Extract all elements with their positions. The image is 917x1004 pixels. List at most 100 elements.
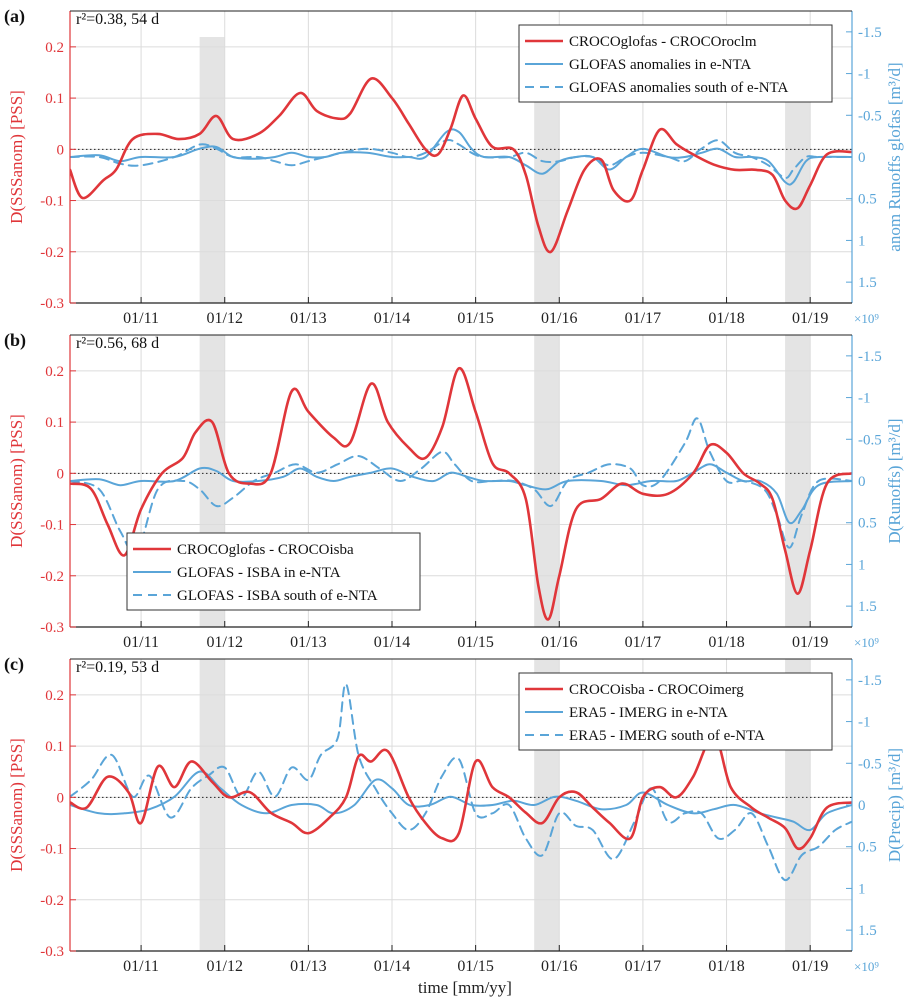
shaded-period bbox=[199, 659, 225, 951]
x-tick-label: 01/13 bbox=[290, 310, 326, 327]
legend-label: CROCOglofas - CROCOisba bbox=[177, 542, 354, 558]
y-tick-label-right: -0.5 bbox=[858, 432, 882, 448]
exponent-label: ×10⁹ bbox=[854, 635, 879, 650]
series-line bbox=[70, 463, 852, 525]
series-group bbox=[70, 366, 852, 621]
x-tick-label: 01/15 bbox=[457, 310, 493, 327]
exponent-label: ×10⁹ bbox=[854, 311, 879, 326]
y-tick-label-left: 0 bbox=[57, 466, 65, 482]
x-tick-label: 01/11 bbox=[123, 310, 159, 327]
legend-label: GLOFAS - ISBA in e-NTA bbox=[177, 565, 341, 581]
y-tick-label-right: -1.5 bbox=[858, 25, 882, 41]
stats-label: r²=0.19, 53 d bbox=[76, 659, 159, 676]
x-tick-label: 01/19 bbox=[792, 958, 828, 975]
stats-label: r²=0.38, 54 d bbox=[76, 11, 159, 28]
panel-label: (c) bbox=[4, 654, 24, 675]
y-tick-label-left: -0.1 bbox=[40, 194, 64, 210]
y-tick-label-left: -0.1 bbox=[40, 842, 64, 858]
y-tick-label-right: -1.5 bbox=[858, 349, 882, 365]
y-tick-label-left: -0.3 bbox=[40, 944, 64, 960]
x-tick-label: 01/17 bbox=[625, 310, 661, 327]
y-tick-label-right: 1.5 bbox=[858, 923, 877, 939]
legend-label: ERA5 - IMERG south of e-NTA bbox=[569, 728, 765, 744]
panel-c: 0.2 0.1 0 -0.1 -0.2 -0.3 -1.5 -1 -0.5 0 0.5 1 1.5 01/… bbox=[4, 654, 904, 975]
legend-label: GLOFAS - ISBA south of e-NTA bbox=[177, 588, 378, 604]
y-axis-label-left: D(SSSanom) [PSS] bbox=[7, 414, 26, 548]
y-tick-label-right: 1 bbox=[858, 233, 866, 249]
panel-a: 0.2 0.1 0 -0.1 -0.2 -0.3 -1.5 -1 -0.5 0 0.5 1 1.5 01/… bbox=[4, 6, 904, 327]
y-tick-label-left: 0.1 bbox=[45, 415, 64, 431]
x-tick-label: 01/13 bbox=[290, 634, 326, 651]
panel-b: 0.2 0.1 0 -0.1 -0.2 -0.3 -1.5 -1 -0.5 0 0.5 1 1.5 01/… bbox=[4, 330, 904, 651]
x-axis-label: time [mm/yy] bbox=[418, 978, 512, 997]
panel-label: (a) bbox=[4, 6, 25, 27]
legend-box bbox=[518, 672, 833, 751]
y-tick-label-left: 0.2 bbox=[45, 688, 64, 704]
y-tick-label-left: -0.3 bbox=[40, 296, 64, 312]
y-tick-label-left: 0 bbox=[57, 142, 65, 158]
legend-box bbox=[518, 24, 833, 103]
x-tick-label: 01/14 bbox=[374, 634, 410, 651]
series-line bbox=[70, 734, 852, 851]
x-tick-label: 01/11 bbox=[123, 634, 159, 651]
legend: CROCOglofas - CROCOisba GLOFAS - ISBA in … bbox=[126, 532, 421, 611]
y-tick-label-right: 0 bbox=[858, 150, 866, 166]
y-tick-label-right: 1.5 bbox=[858, 275, 877, 291]
legend-label: GLOFAS anomalies in e-NTA bbox=[569, 57, 751, 73]
y-tick-label-left: 0.2 bbox=[45, 40, 64, 56]
x-tick-label: 01/16 bbox=[541, 958, 577, 975]
y-tick-label-left: -0.1 bbox=[40, 518, 64, 534]
x-tick-label: 01/12 bbox=[207, 310, 243, 327]
shaded-period bbox=[199, 37, 225, 303]
y-tick-label-left: 0.1 bbox=[45, 91, 64, 107]
y-tick-label-left: -0.2 bbox=[40, 245, 64, 261]
x-tick-label: 01/15 bbox=[457, 958, 493, 975]
exponent-label: ×10⁹ bbox=[854, 959, 879, 974]
y-tick-label-right: 1 bbox=[858, 881, 866, 897]
series-line bbox=[70, 138, 852, 179]
y-tick-label-left: 0.2 bbox=[45, 364, 64, 380]
y-tick-label-right: -1.5 bbox=[858, 673, 882, 689]
x-tick-label: 01/14 bbox=[374, 958, 410, 975]
y-axis-label-left: D(SSSanom) [PSS] bbox=[7, 738, 26, 872]
x-tick-label: 01/16 bbox=[541, 634, 577, 651]
x-tick-label: 01/14 bbox=[374, 310, 410, 327]
y-tick-label-right: 0 bbox=[858, 798, 866, 814]
y-tick-label-right: 0.5 bbox=[858, 840, 877, 856]
legend-label: CROCOglofas - CROCOroclm bbox=[569, 34, 757, 50]
series-group bbox=[70, 77, 852, 254]
y-tick-label-right: 1 bbox=[858, 557, 866, 573]
y-tick-label-right: -1 bbox=[858, 67, 871, 83]
y-tick-label-right: -0.5 bbox=[858, 108, 882, 124]
panel-label: (b) bbox=[4, 330, 26, 351]
x-tick-label: 01/18 bbox=[708, 310, 744, 327]
legend-box bbox=[126, 532, 421, 611]
y-tick-label-left: 0.1 bbox=[45, 739, 64, 755]
series-group bbox=[70, 682, 852, 882]
x-tick-label: 01/11 bbox=[123, 958, 159, 975]
y-tick-label-left: 0 bbox=[57, 790, 65, 806]
x-tick-label: 01/15 bbox=[457, 634, 493, 651]
series-line bbox=[70, 682, 852, 882]
y-axis-label-right: anom Runoffs glofas [m³/d] bbox=[885, 62, 904, 251]
legend: CROCOisba - CROCOimerg ERA5 - IMERG in e-… bbox=[518, 672, 833, 751]
legend: CROCOglofas - CROCOroclm GLOFAS anomalies… bbox=[518, 24, 833, 103]
x-tick-label: 01/18 bbox=[708, 958, 744, 975]
y-tick-label-left: -0.2 bbox=[40, 569, 64, 585]
y-tick-label-right: -1 bbox=[858, 391, 871, 407]
y-tick-label-right: -0.5 bbox=[858, 756, 882, 772]
x-tick-label: 01/13 bbox=[290, 958, 326, 975]
y-axis-label-right: D(Runoffs) [m³/d] bbox=[885, 418, 904, 543]
y-tick-label-right: 0 bbox=[858, 474, 866, 490]
x-tick-label: 01/17 bbox=[625, 958, 661, 975]
series-line bbox=[70, 366, 852, 621]
x-tick-label: 01/16 bbox=[541, 310, 577, 327]
legend-label: ERA5 - IMERG in e-NTA bbox=[569, 705, 728, 721]
y-tick-label-right: 0.5 bbox=[858, 516, 877, 532]
x-tick-label: 01/12 bbox=[207, 958, 243, 975]
x-tick-label: 01/17 bbox=[625, 634, 661, 651]
y-tick-label-right: 1.5 bbox=[858, 599, 877, 615]
y-tick-label-right: 0.5 bbox=[858, 192, 877, 208]
series-line bbox=[70, 77, 852, 254]
